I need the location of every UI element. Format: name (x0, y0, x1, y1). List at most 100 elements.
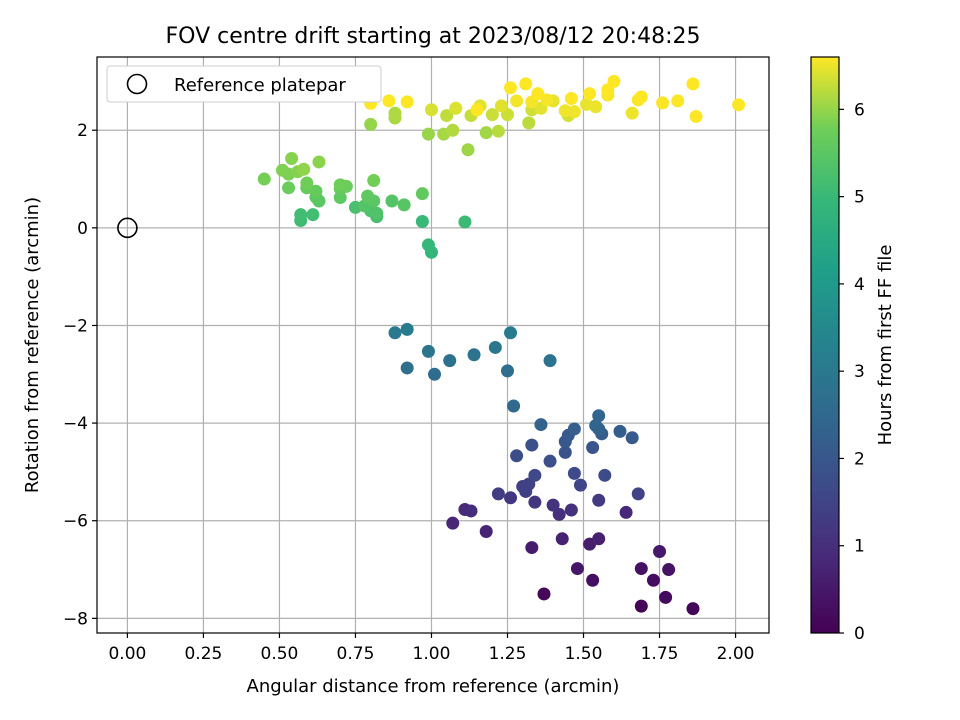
data-point (555, 532, 569, 546)
data-point (583, 87, 597, 101)
data-point (306, 208, 320, 222)
x-tick-label: 2.00 (717, 644, 755, 664)
data-point (367, 173, 381, 187)
data-point (504, 81, 518, 95)
data-point (297, 162, 311, 176)
data-point (656, 96, 670, 110)
data-point (540, 93, 554, 107)
colorbar-tick-label: 3 (854, 362, 865, 382)
data-point (504, 491, 518, 505)
data-point (275, 163, 289, 177)
data-point (494, 99, 508, 113)
data-point (446, 123, 460, 137)
data-point (421, 127, 435, 141)
data-point (491, 124, 505, 138)
x-tick-label: 0.00 (108, 644, 146, 664)
x-tick-label: 0.75 (337, 644, 375, 664)
y-tick-label: −8 (63, 609, 88, 629)
x-axis-label: Angular distance from reference (arcmin) (247, 676, 620, 697)
legend: Reference platepar (106, 65, 382, 103)
data-point (467, 348, 481, 362)
data-point (440, 109, 454, 123)
data-point (646, 573, 660, 587)
data-point (613, 424, 627, 438)
data-point (589, 100, 603, 114)
y-axis-label: Rotation from reference (arcmin) (22, 197, 43, 493)
plot-frame (96, 56, 770, 634)
data-point (385, 194, 399, 208)
data-points (257, 74, 746, 616)
data-point (479, 524, 493, 538)
data-point (333, 178, 347, 192)
colorbar-gradient (810, 56, 840, 634)
data-point (592, 409, 606, 423)
data-point (485, 108, 499, 122)
data-point (470, 103, 484, 117)
data-point (732, 98, 746, 112)
data-point (567, 105, 581, 119)
colorbar: 0 1 2 3 4 5 6 Hours from first FF file (810, 56, 896, 644)
data-point (300, 176, 314, 190)
colorbar-tick-label: 2 (854, 449, 865, 469)
x-tick-label: 1.25 (489, 644, 527, 664)
data-point (400, 322, 414, 336)
y-tick-label: −4 (63, 414, 88, 434)
x-tick-label: 1.50 (565, 644, 603, 664)
data-point (257, 172, 271, 186)
data-point (428, 367, 442, 381)
data-point (415, 187, 429, 201)
colorbar-tick-label: 6 (854, 100, 865, 120)
data-point (567, 422, 581, 436)
data-point (534, 418, 548, 432)
data-point (370, 206, 384, 220)
data-point (546, 498, 560, 512)
x-axis-ticks: 0.00 0.25 0.50 0.75 1.00 1.25 1.50 1.75 2.00 (108, 633, 754, 664)
y-tick-label: −6 (63, 512, 88, 532)
data-point (558, 445, 572, 459)
data-point (634, 599, 648, 613)
y-tick-label: 2 (77, 121, 88, 141)
y-tick-label: −2 (63, 316, 88, 336)
data-point (619, 505, 633, 519)
reference-platepar-marker (117, 217, 138, 239)
data-point (449, 101, 463, 115)
data-point (364, 117, 378, 131)
data-point (525, 438, 539, 452)
x-tick-label: 0.50 (261, 644, 299, 664)
data-point (537, 587, 551, 601)
colorbar-tick-label: 0 (854, 624, 865, 644)
data-point (388, 326, 402, 340)
data-point (564, 503, 578, 517)
data-point (567, 466, 581, 480)
data-point (634, 90, 648, 104)
legend-label: Reference platepar (174, 75, 346, 96)
colorbar-tick-label: 5 (854, 188, 865, 208)
colorbar-ticks: 0 1 2 3 4 5 6 (839, 100, 865, 644)
data-point (625, 431, 639, 445)
data-point (589, 419, 603, 433)
data-point (421, 238, 435, 252)
x-tick-label: 1.75 (641, 644, 679, 664)
data-point (528, 495, 542, 509)
data-point (543, 354, 557, 368)
data-point (686, 77, 700, 91)
data-point (510, 94, 524, 108)
data-point (625, 106, 639, 120)
data-point (458, 215, 472, 229)
data-point (424, 103, 438, 117)
data-point (285, 152, 299, 166)
x-tick-label: 0.25 (184, 644, 222, 664)
data-point (564, 91, 578, 105)
data-point (573, 478, 587, 492)
colorbar-tick-label: 1 (854, 537, 865, 557)
data-point (500, 364, 514, 378)
data-point (592, 532, 606, 546)
data-point (592, 493, 606, 507)
legend-box (106, 65, 382, 103)
data-point (443, 354, 457, 368)
data-point (671, 94, 685, 108)
chart-title: FOV centre drift starting at 2023/08/12 … (166, 24, 701, 49)
data-point (294, 208, 308, 222)
data-point (601, 83, 615, 97)
data-point (634, 562, 648, 576)
